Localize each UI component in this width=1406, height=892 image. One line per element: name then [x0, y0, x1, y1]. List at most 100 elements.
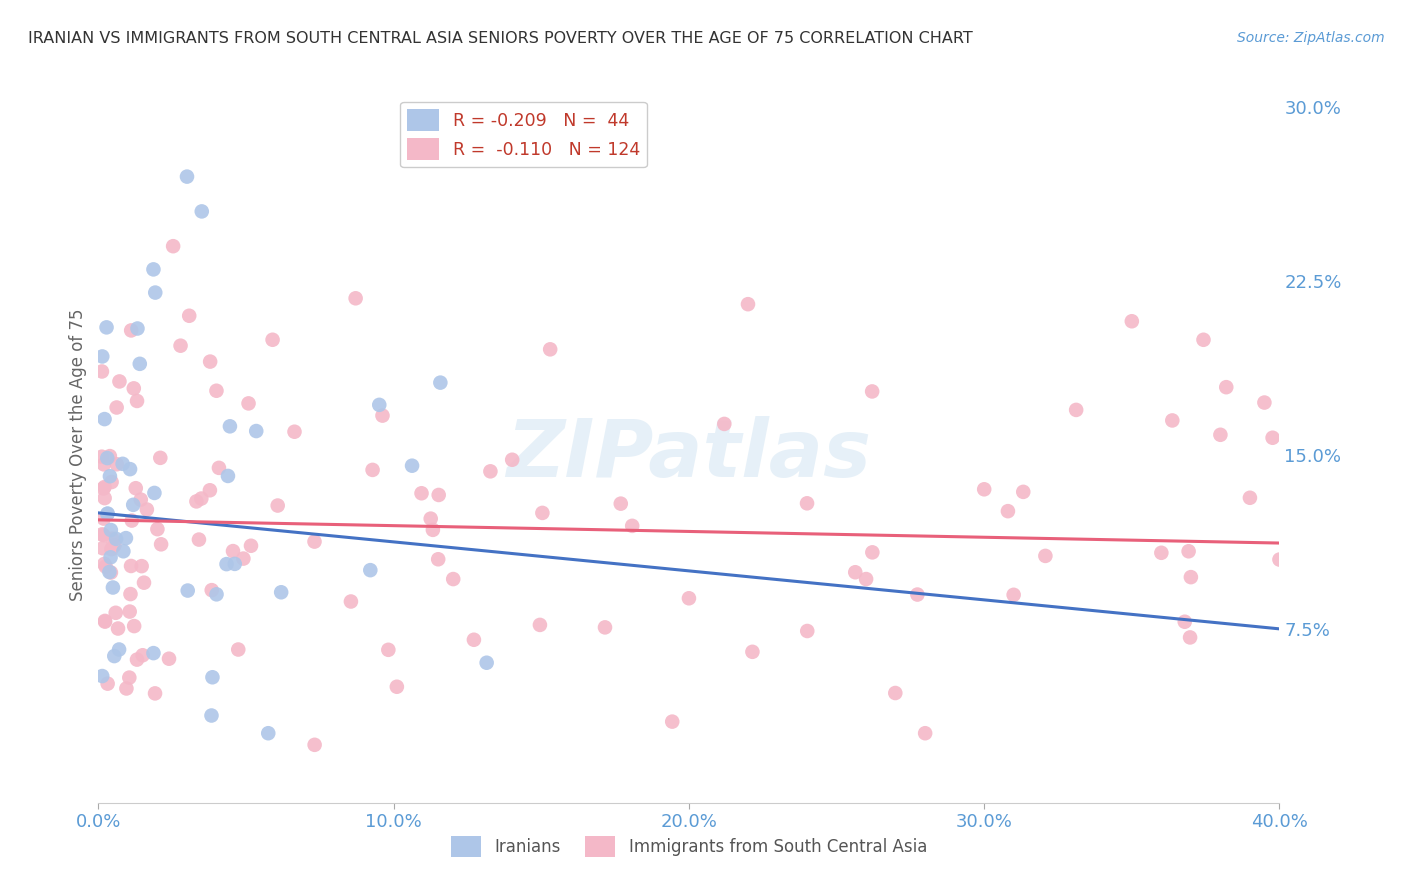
Point	[97, 676, 120, 690]
Point	[177, 583, 200, 598]
Point	[93, 528, 115, 542]
Point	[169, 339, 191, 353]
Point	[100, 566, 122, 580]
Point	[142, 262, 165, 277]
Point	[143, 486, 166, 500]
Point	[226, 642, 249, 657]
Point	[359, 563, 381, 577]
Point	[661, 714, 683, 729]
Point	[198, 483, 221, 498]
Point	[304, 738, 326, 752]
Point	[93, 491, 115, 505]
Point	[1177, 544, 1199, 558]
Point	[118, 605, 141, 619]
Point	[125, 393, 148, 408]
Point	[1253, 395, 1275, 409]
Point	[131, 559, 153, 574]
Point	[1012, 484, 1035, 499]
Point	[1268, 552, 1291, 566]
Point	[100, 523, 122, 537]
Point	[98, 469, 121, 483]
Point	[179, 309, 201, 323]
Point	[1161, 413, 1184, 427]
Point	[112, 544, 135, 558]
Point	[101, 581, 124, 595]
Text: IRANIAN VS IMMIGRANTS FROM SOUTH CENTRAL ASIA SENIORS POVERTY OVER THE AGE OF 75: IRANIAN VS IMMIGRANTS FROM SOUTH CENTRAL…	[28, 31, 973, 46]
Point	[860, 384, 883, 399]
Point	[1261, 431, 1284, 445]
Point	[108, 375, 131, 389]
Point	[371, 409, 394, 423]
Point	[93, 482, 115, 496]
Point	[232, 551, 254, 566]
Point	[125, 481, 148, 495]
Point	[93, 412, 115, 426]
Point	[200, 708, 222, 723]
Point	[914, 726, 936, 740]
Point	[90, 450, 112, 464]
Point	[96, 320, 118, 334]
Point	[401, 458, 423, 473]
Point	[143, 686, 166, 700]
Point	[422, 523, 444, 537]
Point	[621, 519, 644, 533]
Point	[217, 469, 239, 483]
Point	[146, 522, 169, 536]
Point	[205, 384, 228, 398]
Point	[283, 425, 305, 439]
Point	[100, 550, 122, 565]
Point	[120, 323, 142, 337]
Point	[107, 622, 129, 636]
Point	[198, 354, 221, 368]
Point	[98, 565, 121, 579]
Point	[1192, 333, 1215, 347]
Point	[100, 475, 122, 489]
Point	[105, 457, 128, 471]
Point	[105, 401, 128, 415]
Point	[1239, 491, 1261, 505]
Point	[128, 357, 150, 371]
Y-axis label: Seniors Poverty Over the Age of 75: Seniors Poverty Over the Age of 75	[69, 309, 87, 601]
Point	[855, 572, 877, 586]
Point	[118, 671, 141, 685]
Point	[104, 606, 127, 620]
Point	[205, 587, 228, 601]
Point	[262, 333, 284, 347]
Point	[344, 291, 367, 305]
Point	[224, 557, 246, 571]
Point	[361, 463, 384, 477]
Point	[531, 506, 554, 520]
Point	[93, 458, 115, 472]
Point	[222, 544, 245, 558]
Point	[340, 594, 363, 608]
Point	[190, 491, 212, 506]
Point	[257, 726, 280, 740]
Point	[238, 396, 260, 410]
Point	[105, 532, 128, 546]
Point	[120, 587, 142, 601]
Point	[122, 619, 145, 633]
Point	[108, 642, 131, 657]
Point	[91, 527, 114, 541]
Point	[125, 652, 148, 666]
Point	[122, 498, 145, 512]
Point	[973, 483, 995, 497]
Point	[796, 624, 818, 638]
Point	[187, 533, 209, 547]
Point	[905, 588, 928, 602]
Point	[121, 514, 143, 528]
Point	[115, 681, 138, 696]
Point	[368, 398, 391, 412]
Point	[475, 656, 498, 670]
Point	[176, 169, 198, 184]
Point	[411, 486, 433, 500]
Point	[149, 450, 172, 465]
Point	[120, 559, 142, 574]
Point	[1215, 380, 1237, 394]
Point	[267, 499, 290, 513]
Point	[96, 507, 118, 521]
Point	[1209, 427, 1232, 442]
Point	[1064, 403, 1087, 417]
Point	[186, 494, 208, 508]
Point	[208, 461, 231, 475]
